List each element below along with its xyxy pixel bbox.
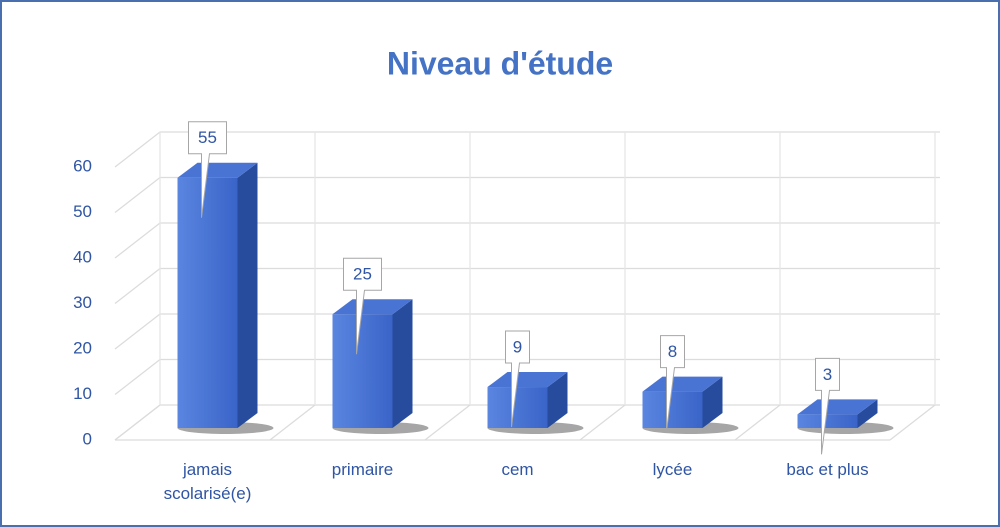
data-label-callout [660, 335, 685, 432]
bar-top [797, 399, 878, 415]
bar [177, 177, 238, 428]
data-label: 9 [513, 338, 522, 357]
bar-side [702, 376, 723, 428]
bar [487, 387, 548, 428]
bar-side [857, 399, 878, 428]
y-tick-label: 60 [73, 156, 92, 175]
bar-top [177, 162, 258, 178]
data-label: 55 [198, 128, 217, 147]
bar-top [642, 376, 723, 392]
x-tick-label: primaire [331, 460, 394, 479]
data-label: 3 [823, 365, 832, 384]
bar-top [487, 372, 568, 388]
floor-line [424, 404, 471, 441]
y-tick-label: 10 [73, 384, 92, 403]
bar [797, 414, 858, 428]
data-label-callout [188, 121, 227, 218]
data-label: 8 [668, 342, 677, 361]
floor-line [889, 404, 936, 441]
bar-top [332, 299, 413, 315]
data-label: 25 [353, 265, 372, 284]
bar [332, 314, 393, 428]
x-tick-label: bac et plus [786, 460, 869, 479]
y-tick-label: 20 [73, 338, 92, 357]
data-label-callout [343, 257, 382, 355]
floor-line [734, 404, 781, 441]
bar-side [547, 372, 568, 428]
y-tick-label: 30 [73, 293, 92, 312]
x-tick-label: lycée [652, 460, 693, 479]
chart-title: Niveau d'étude [387, 45, 613, 81]
data-label-callout [815, 357, 840, 455]
y-tick-label: 0 [83, 429, 92, 448]
bar-side [237, 162, 258, 428]
floor-line [579, 404, 626, 441]
floor-line [114, 404, 161, 441]
x-tick-label: cem [501, 460, 534, 479]
y-tick-label: 50 [73, 202, 92, 221]
x-tick-label: jamais scolarisé(e) [163, 460, 252, 503]
y-tick-label: 40 [73, 247, 92, 266]
floor-line [269, 404, 316, 441]
bar [642, 391, 703, 428]
data-label-callout [505, 330, 530, 428]
bar-side [392, 299, 413, 428]
